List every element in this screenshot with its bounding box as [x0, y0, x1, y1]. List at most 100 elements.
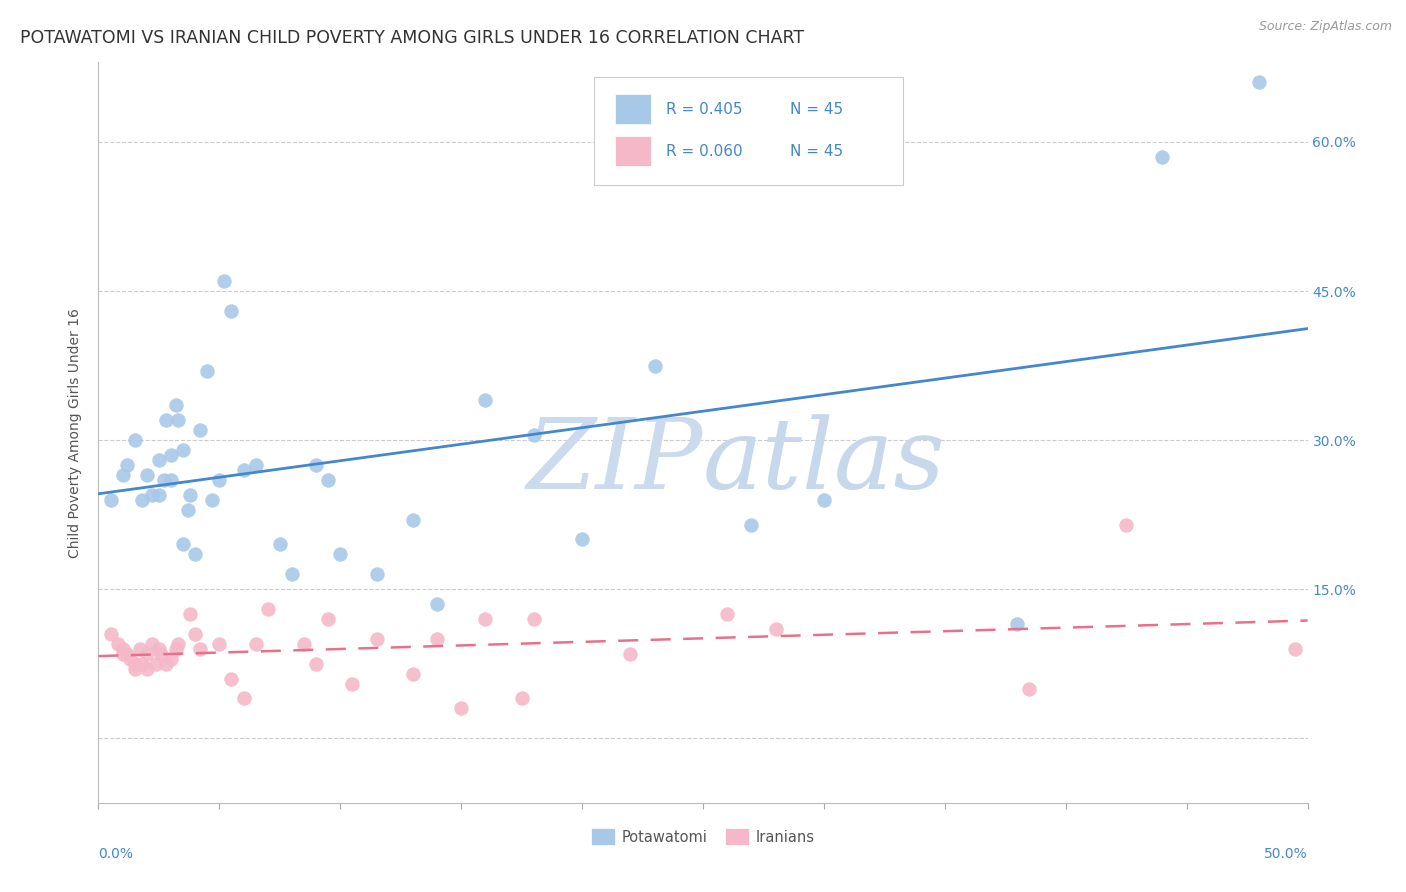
Point [329, 547, 352, 561]
Point [160, 448, 183, 462]
Point [269, 537, 291, 551]
Text: N = 45: N = 45 [790, 102, 844, 117]
Point [208, 473, 231, 487]
Point [1007, 616, 1029, 631]
Point [523, 612, 546, 626]
FancyBboxPatch shape [595, 78, 903, 185]
Point [152, 473, 174, 487]
Point [1115, 517, 1137, 532]
Point [232, 691, 254, 706]
Point [619, 647, 641, 661]
Point [111, 467, 134, 482]
Text: 0.0%: 0.0% [98, 847, 134, 861]
Point [177, 502, 200, 516]
Text: 50.0%: 50.0% [1264, 847, 1308, 861]
Point [141, 488, 163, 502]
Point [165, 398, 187, 412]
Point [316, 473, 339, 487]
Point [179, 607, 201, 621]
Point [111, 647, 134, 661]
Point [292, 637, 315, 651]
Point [366, 632, 388, 646]
Point [131, 657, 153, 671]
Text: R = 0.405: R = 0.405 [665, 102, 742, 117]
Point [148, 453, 170, 467]
Point [366, 567, 388, 582]
Point [281, 567, 304, 582]
Point [221, 304, 243, 318]
Point [813, 492, 835, 507]
Point [256, 602, 278, 616]
Point [195, 363, 218, 377]
Text: atlas: atlas [703, 415, 946, 510]
Legend: Potawatomi, Iranians: Potawatomi, Iranians [585, 822, 821, 851]
Point [426, 632, 449, 646]
Point [245, 637, 267, 651]
Point [118, 651, 141, 665]
Point [510, 691, 533, 706]
Point [148, 488, 170, 502]
Point [172, 442, 194, 457]
Point [450, 701, 472, 715]
Point [128, 641, 150, 656]
Point [765, 622, 787, 636]
Point [1152, 150, 1174, 164]
Text: ZIP: ZIP [527, 415, 703, 510]
Point [160, 473, 183, 487]
Point [232, 463, 254, 477]
Point [148, 641, 170, 656]
Point [212, 274, 235, 288]
Point [342, 676, 364, 690]
Point [402, 512, 425, 526]
Point [184, 547, 207, 561]
Point [426, 597, 449, 611]
Point [221, 672, 243, 686]
Point [305, 458, 328, 472]
Point [111, 641, 134, 656]
Point [135, 647, 157, 661]
Point [245, 458, 267, 472]
Point [740, 517, 762, 532]
FancyBboxPatch shape [614, 136, 651, 166]
Point [523, 428, 546, 442]
Point [208, 637, 231, 651]
Point [644, 359, 666, 373]
Text: POTAWATOMI VS IRANIAN CHILD POVERTY AMONG GIRLS UNDER 16 CORRELATION CHART: POTAWATOMI VS IRANIAN CHILD POVERTY AMON… [20, 29, 804, 47]
Point [160, 651, 183, 665]
Point [100, 627, 122, 641]
Point [1284, 641, 1306, 656]
Point [100, 492, 122, 507]
Point [165, 641, 187, 656]
Point [135, 662, 157, 676]
Point [188, 423, 211, 437]
Point [150, 647, 173, 661]
Point [179, 488, 201, 502]
Point [167, 413, 190, 427]
Point [131, 492, 153, 507]
Point [474, 393, 496, 408]
Point [1018, 681, 1040, 696]
Point [316, 612, 339, 626]
Text: Source: ZipAtlas.com: Source: ZipAtlas.com [1258, 20, 1392, 33]
Point [188, 641, 211, 656]
Point [155, 413, 177, 427]
Point [402, 666, 425, 681]
Point [117, 458, 139, 472]
Point [155, 657, 177, 671]
Text: N = 45: N = 45 [790, 144, 844, 159]
Point [135, 467, 157, 482]
Point [124, 657, 146, 671]
Point [167, 637, 190, 651]
Point [124, 662, 146, 676]
Point [305, 657, 328, 671]
Point [474, 612, 496, 626]
Point [145, 657, 167, 671]
Point [201, 492, 224, 507]
Y-axis label: Child Poverty Among Girls Under 16: Child Poverty Among Girls Under 16 [69, 308, 83, 558]
Point [571, 533, 593, 547]
Point [172, 537, 194, 551]
FancyBboxPatch shape [614, 95, 651, 124]
Point [716, 607, 738, 621]
Point [124, 433, 146, 447]
Text: R = 0.060: R = 0.060 [665, 144, 742, 159]
